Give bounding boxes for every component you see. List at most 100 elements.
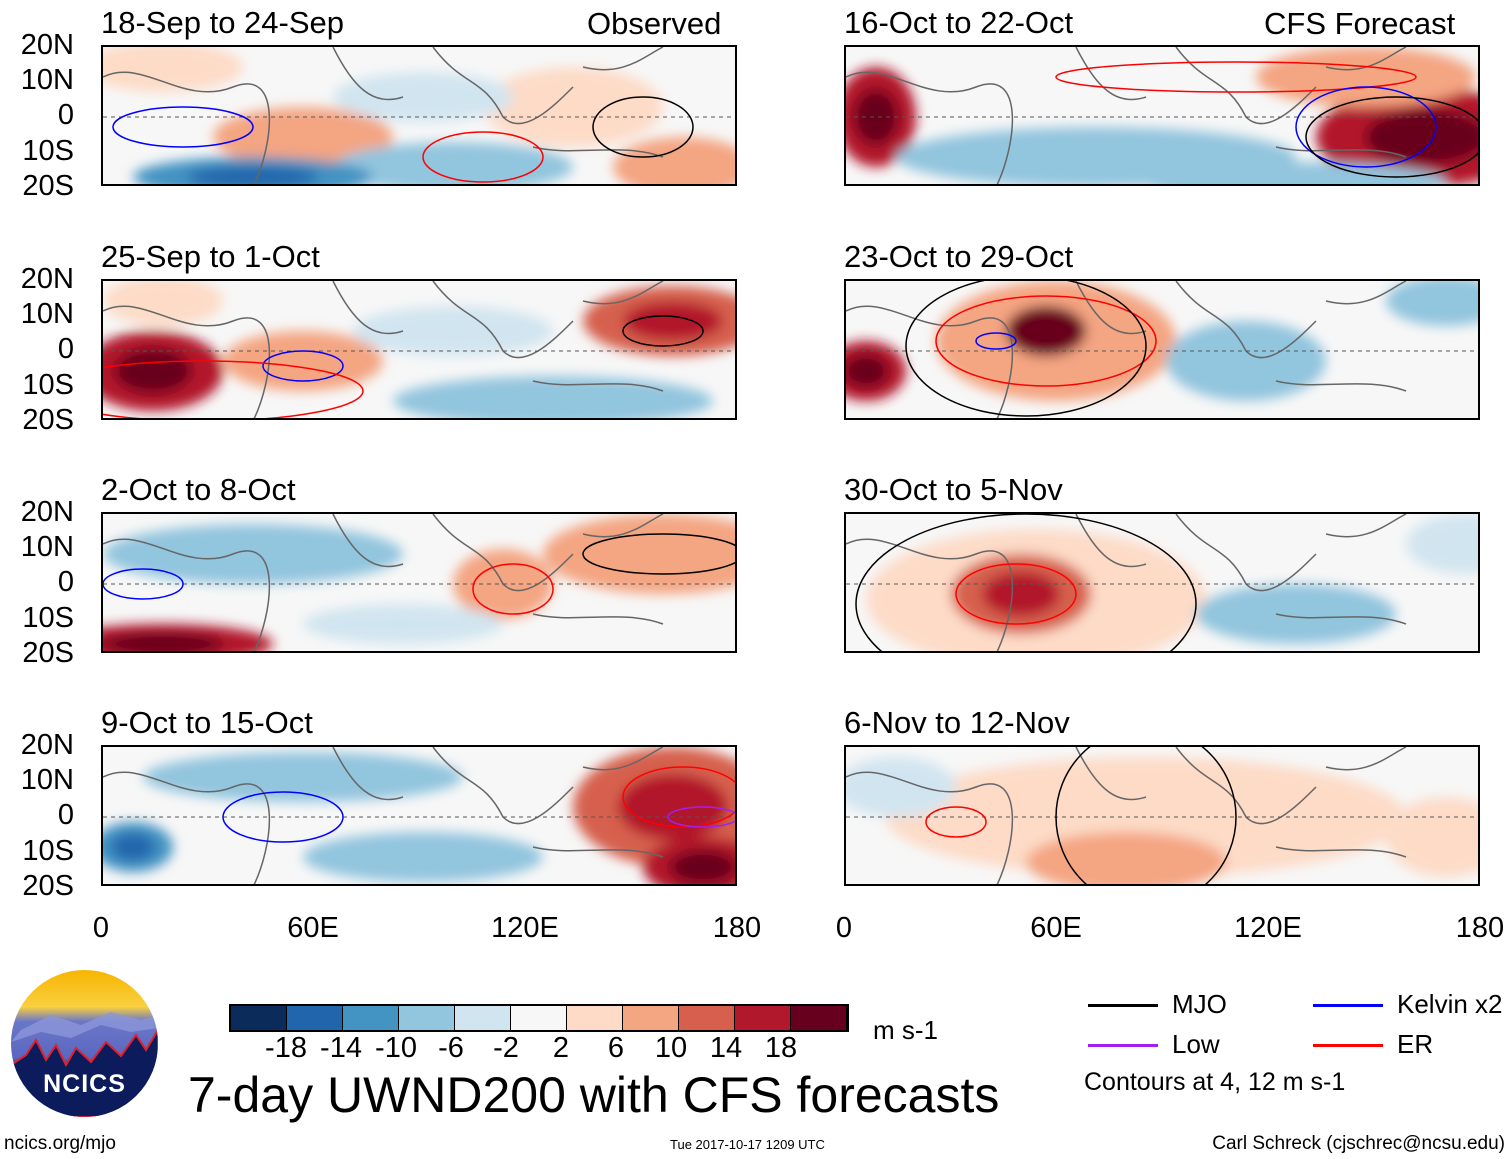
wind-anomaly-region (1166, 321, 1326, 401)
lat-tick-label: 0 (57, 333, 74, 366)
lat-tick-label: 10N (20, 298, 74, 331)
map-panel (101, 745, 737, 886)
colorbar-label: -2 (493, 1032, 519, 1064)
panel-title: 16-Oct to 22-Oct (844, 5, 1074, 40)
lat-tick-label: 20S (22, 869, 74, 902)
figure-title: 7-day UWND200 with CFS forecasts (188, 1067, 1000, 1123)
lat-tick-label: 10N (20, 764, 74, 797)
lat-tick-label: 10S (22, 601, 74, 634)
logo-text: NCICS (43, 1070, 126, 1098)
wave-contour (262, 350, 344, 382)
wind-anomaly-region (613, 137, 735, 184)
wind-anomaly-region (543, 514, 735, 594)
contour-note: Contours at 4, 12 m s-1 (1084, 1068, 1346, 1096)
lat-tick-label: 10S (22, 834, 74, 867)
wind-anomaly-region (223, 331, 383, 391)
observed-label: Observed (587, 6, 722, 41)
lat-tick-label: 10N (20, 64, 74, 97)
wind-anomaly-region (1256, 47, 1476, 107)
wind-anomaly-core (670, 850, 735, 884)
lon-tick-label: 180 (1455, 912, 1505, 944)
colorbar-swatch (399, 1006, 455, 1030)
lat-tick-label: 0 (57, 799, 74, 832)
wind-anomaly-core (111, 833, 155, 861)
panel-title: 6-Nov to 12-Nov (844, 705, 1070, 740)
coastline (846, 514, 1407, 651)
footer-timestamp: Tue 2017-10-17 1209 UTC (670, 1137, 825, 1152)
colorbar-swatch (567, 1006, 623, 1030)
panel-title: 2-Oct to 8-Oct (101, 472, 296, 507)
lat-tick-label: 20S (22, 403, 74, 436)
map-panel (101, 279, 737, 420)
lon-tick-label: 180 (712, 912, 762, 944)
map-panel (101, 45, 737, 186)
colorbar-swatch (679, 1006, 735, 1030)
colorbar-swatch (343, 1006, 399, 1030)
wind-anomaly-region (333, 72, 513, 122)
colorbar-swatch (735, 1006, 791, 1030)
wind-anomaly-core (854, 89, 898, 145)
wave-contour (955, 563, 1077, 625)
wind-anomaly-core (623, 301, 723, 341)
lat-tick-label: 10S (22, 368, 74, 401)
colorbar-units: m s-1 (873, 1015, 938, 1045)
colorbar-label: -6 (438, 1032, 464, 1064)
map-panel (844, 512, 1480, 653)
wind-anomaly-region (483, 67, 663, 147)
wind-anomaly-core (846, 354, 888, 388)
wave-contour (622, 315, 704, 347)
wave-contour (103, 568, 184, 600)
coastline (846, 281, 1407, 418)
lat-tick-label: 0 (57, 566, 74, 599)
map-panel (844, 279, 1480, 420)
coastline (103, 47, 664, 184)
colorbar-swatch (791, 1006, 847, 1030)
lon-tick-label: 120E (491, 912, 559, 944)
coastline (846, 47, 1407, 184)
wind-anomaly-region (213, 107, 393, 167)
colorbar-swatch (455, 1006, 511, 1030)
wave-contour (935, 295, 1157, 387)
wave-contour (855, 514, 1197, 651)
lat-tick-label: 10S (22, 134, 74, 167)
footer-url[interactable]: ncics.org/mjo (4, 1133, 116, 1154)
wave-contour (1055, 747, 1237, 884)
wind-anomaly-region (1406, 514, 1478, 574)
wave-contour (975, 332, 1017, 350)
map-panel (101, 512, 737, 653)
wave-contour (667, 806, 735, 828)
wave-contour (592, 96, 694, 158)
panel-title: 9-Oct to 15-Oct (101, 705, 313, 740)
wind-anomaly-core (114, 349, 192, 393)
legend-line (1313, 1044, 1383, 1047)
wind-anomaly-core (1024, 317, 1068, 345)
lon-tick-label: 0 (92, 912, 110, 944)
colorbar-label: 10 (654, 1032, 688, 1064)
ncics-logo: NCICS (11, 970, 158, 1117)
lat-tick-label: 20N (20, 729, 74, 761)
wind-anomaly-core (1365, 109, 1478, 165)
lon-tick-label: 0 (835, 912, 853, 944)
wave-contour (112, 106, 254, 148)
wave-contour (422, 131, 544, 183)
lon-tick-label: 120E (1234, 912, 1302, 944)
footer-author: Carl Schreck (cjschrec@ncsu.edu) (1212, 1133, 1505, 1154)
colorbar-label: 14 (709, 1032, 743, 1064)
panel-title: 30-Oct to 5-Nov (844, 472, 1063, 507)
wind-anomaly-region (103, 281, 223, 326)
panel-title: 23-Oct to 29-Oct (844, 239, 1074, 274)
wave-contour (905, 281, 1147, 417)
lat-tick-label: 20N (20, 263, 74, 295)
lat-tick-label: 20N (20, 29, 74, 61)
legend-label: Kelvin x2 (1397, 989, 1503, 1019)
wave-contour (1055, 61, 1417, 93)
wave-contour (582, 533, 735, 575)
colorbar-swatch (623, 1006, 679, 1030)
lat-tick-label: 0 (57, 99, 74, 132)
lon-tick-label: 60E (287, 912, 339, 944)
wind-anomaly-core (103, 633, 224, 651)
legend-line (1088, 1004, 1158, 1007)
wind-anomaly-region (103, 47, 243, 92)
lon-tick-label: 60E (1030, 912, 1082, 944)
wave-contour (925, 806, 987, 838)
